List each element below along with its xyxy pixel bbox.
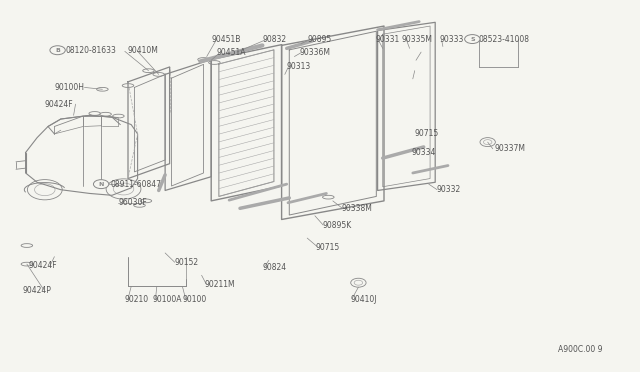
- Ellipse shape: [143, 69, 154, 73]
- Text: 90424F: 90424F: [45, 100, 74, 109]
- Text: 90333: 90333: [439, 35, 463, 44]
- Text: 90100: 90100: [182, 295, 207, 304]
- Circle shape: [28, 180, 62, 200]
- Circle shape: [483, 140, 492, 145]
- Text: 90334: 90334: [412, 148, 436, 157]
- Ellipse shape: [100, 112, 111, 116]
- Text: 90410M: 90410M: [128, 46, 159, 55]
- Text: 90211M: 90211M: [205, 280, 236, 289]
- Ellipse shape: [198, 58, 209, 61]
- Text: 90824: 90824: [262, 263, 287, 272]
- Text: N: N: [99, 182, 104, 187]
- Text: 90451A: 90451A: [216, 48, 246, 57]
- Ellipse shape: [134, 203, 145, 207]
- Ellipse shape: [21, 262, 33, 266]
- Ellipse shape: [21, 244, 33, 247]
- Text: 90895: 90895: [307, 35, 332, 44]
- Text: 90313: 90313: [286, 62, 310, 71]
- Ellipse shape: [140, 199, 152, 203]
- Text: S: S: [470, 36, 475, 42]
- Text: 90337M: 90337M: [495, 144, 525, 153]
- Circle shape: [35, 184, 55, 196]
- Circle shape: [106, 179, 141, 199]
- Circle shape: [354, 280, 363, 285]
- Ellipse shape: [89, 112, 100, 115]
- Circle shape: [93, 180, 109, 189]
- Text: 90832: 90832: [262, 35, 287, 44]
- Circle shape: [351, 278, 366, 287]
- Text: A900C.00 9: A900C.00 9: [558, 345, 603, 354]
- Text: 90715: 90715: [316, 243, 340, 252]
- Circle shape: [465, 35, 480, 44]
- Text: 90338M: 90338M: [342, 204, 372, 213]
- Text: 90424F: 90424F: [29, 262, 58, 270]
- Text: 08120-81633: 08120-81633: [65, 46, 116, 55]
- Ellipse shape: [122, 84, 134, 87]
- Ellipse shape: [209, 61, 220, 64]
- Text: 90895K: 90895K: [323, 221, 352, 230]
- Text: 90100A: 90100A: [152, 295, 182, 304]
- Text: 90331: 90331: [376, 35, 400, 44]
- Text: 90410J: 90410J: [351, 295, 377, 304]
- Circle shape: [50, 46, 65, 55]
- Text: 90210: 90210: [125, 295, 149, 304]
- Text: 90152: 90152: [174, 258, 198, 267]
- Text: 90451B: 90451B: [211, 35, 241, 44]
- Text: 08523-41008: 08523-41008: [479, 35, 530, 44]
- Text: B: B: [55, 48, 60, 53]
- Ellipse shape: [97, 87, 108, 91]
- Text: 90715: 90715: [415, 129, 439, 138]
- Circle shape: [113, 183, 134, 195]
- Ellipse shape: [153, 73, 164, 76]
- Text: 90424P: 90424P: [22, 286, 51, 295]
- Text: 90335M: 90335M: [402, 35, 433, 44]
- Text: 90100H: 90100H: [54, 83, 84, 92]
- Text: 90332: 90332: [436, 185, 461, 194]
- Circle shape: [480, 138, 495, 147]
- Text: 08911-60847: 08911-60847: [110, 180, 161, 189]
- Ellipse shape: [113, 114, 124, 118]
- Ellipse shape: [323, 195, 334, 199]
- Text: 96030F: 96030F: [118, 198, 147, 207]
- Text: 90336M: 90336M: [300, 48, 330, 57]
